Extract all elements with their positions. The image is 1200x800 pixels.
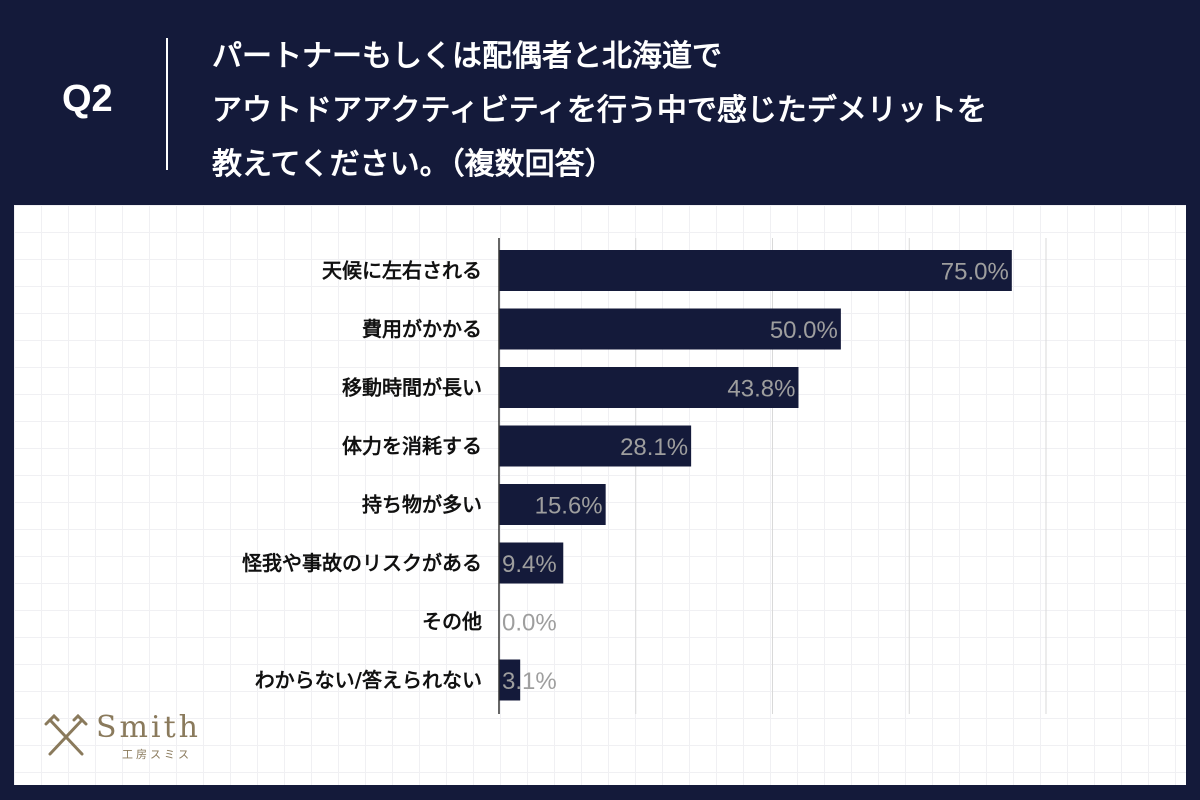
crossed-tools-icon bbox=[44, 713, 88, 756]
value-label-1: 75.0% bbox=[941, 259, 1009, 286]
value-label-3: 43.8% bbox=[727, 376, 795, 403]
category-label-3: 移動時間が長い bbox=[342, 376, 482, 400]
value-label-6: 9.4% bbox=[502, 551, 557, 578]
question-title-line-3: 教えてください。（複数回答） bbox=[212, 147, 615, 182]
category-label-2: 費用がかかる bbox=[362, 317, 482, 341]
category-label-4: 体力を消耗する bbox=[342, 434, 482, 458]
header-divider bbox=[166, 38, 168, 170]
bar-3 bbox=[499, 367, 799, 408]
bar-6 bbox=[499, 542, 564, 584]
question-header: Q2 パートナーもしくは配偶者と北海道で アウトドアアクティビティを行う中で感じ… bbox=[0, 0, 1200, 205]
category-label-1: 天候に左右される bbox=[322, 259, 482, 283]
bar-8 bbox=[499, 659, 521, 701]
question-title-line-2: アウトドアアクティビティを行う中で感じたデメリットを bbox=[212, 93, 987, 128]
bar-chart: 天候に左右される 75.0% 費用がかかる 50.0% 移動時間が長い 43.8% 体力を消… bbox=[242, 238, 1047, 714]
question-number: Q2 bbox=[62, 78, 113, 120]
logo-word: Smith bbox=[96, 710, 201, 745]
value-label-8: 3.1% bbox=[502, 668, 557, 695]
chart-panel: 天候に左右される 75.0% 費用がかかる 50.0% 移動時間が長い 43.8% 体力を消… bbox=[14, 205, 1186, 785]
bar-1 bbox=[499, 250, 1012, 291]
category-label-6: 怪我や事故のリスクがある bbox=[242, 551, 482, 575]
value-label-7: 0.0% bbox=[502, 610, 557, 637]
bar-5 bbox=[499, 484, 606, 525]
value-label-5: 15.6% bbox=[535, 493, 603, 520]
category-label-7: その他 bbox=[422, 610, 482, 634]
value-label-4: 28.1% bbox=[620, 434, 688, 461]
value-label-2: 50.0% bbox=[770, 317, 838, 344]
category-label-8: わからない/答えられない bbox=[255, 668, 482, 692]
bar-2 bbox=[499, 308, 841, 350]
category-label-5: 持ち物が多い bbox=[362, 493, 482, 517]
logo-subtitle: 工房スミス bbox=[122, 748, 192, 761]
question-title: パートナーもしくは配偶者と北海道で アウトドアアクティビティを行う中で感じたデメ… bbox=[212, 30, 1172, 192]
bar-4 bbox=[499, 425, 692, 467]
smith-logo: Smith 工房スミス bbox=[44, 708, 234, 768]
question-title-line-1: パートナーもしくは配偶者と北海道で bbox=[212, 39, 722, 74]
